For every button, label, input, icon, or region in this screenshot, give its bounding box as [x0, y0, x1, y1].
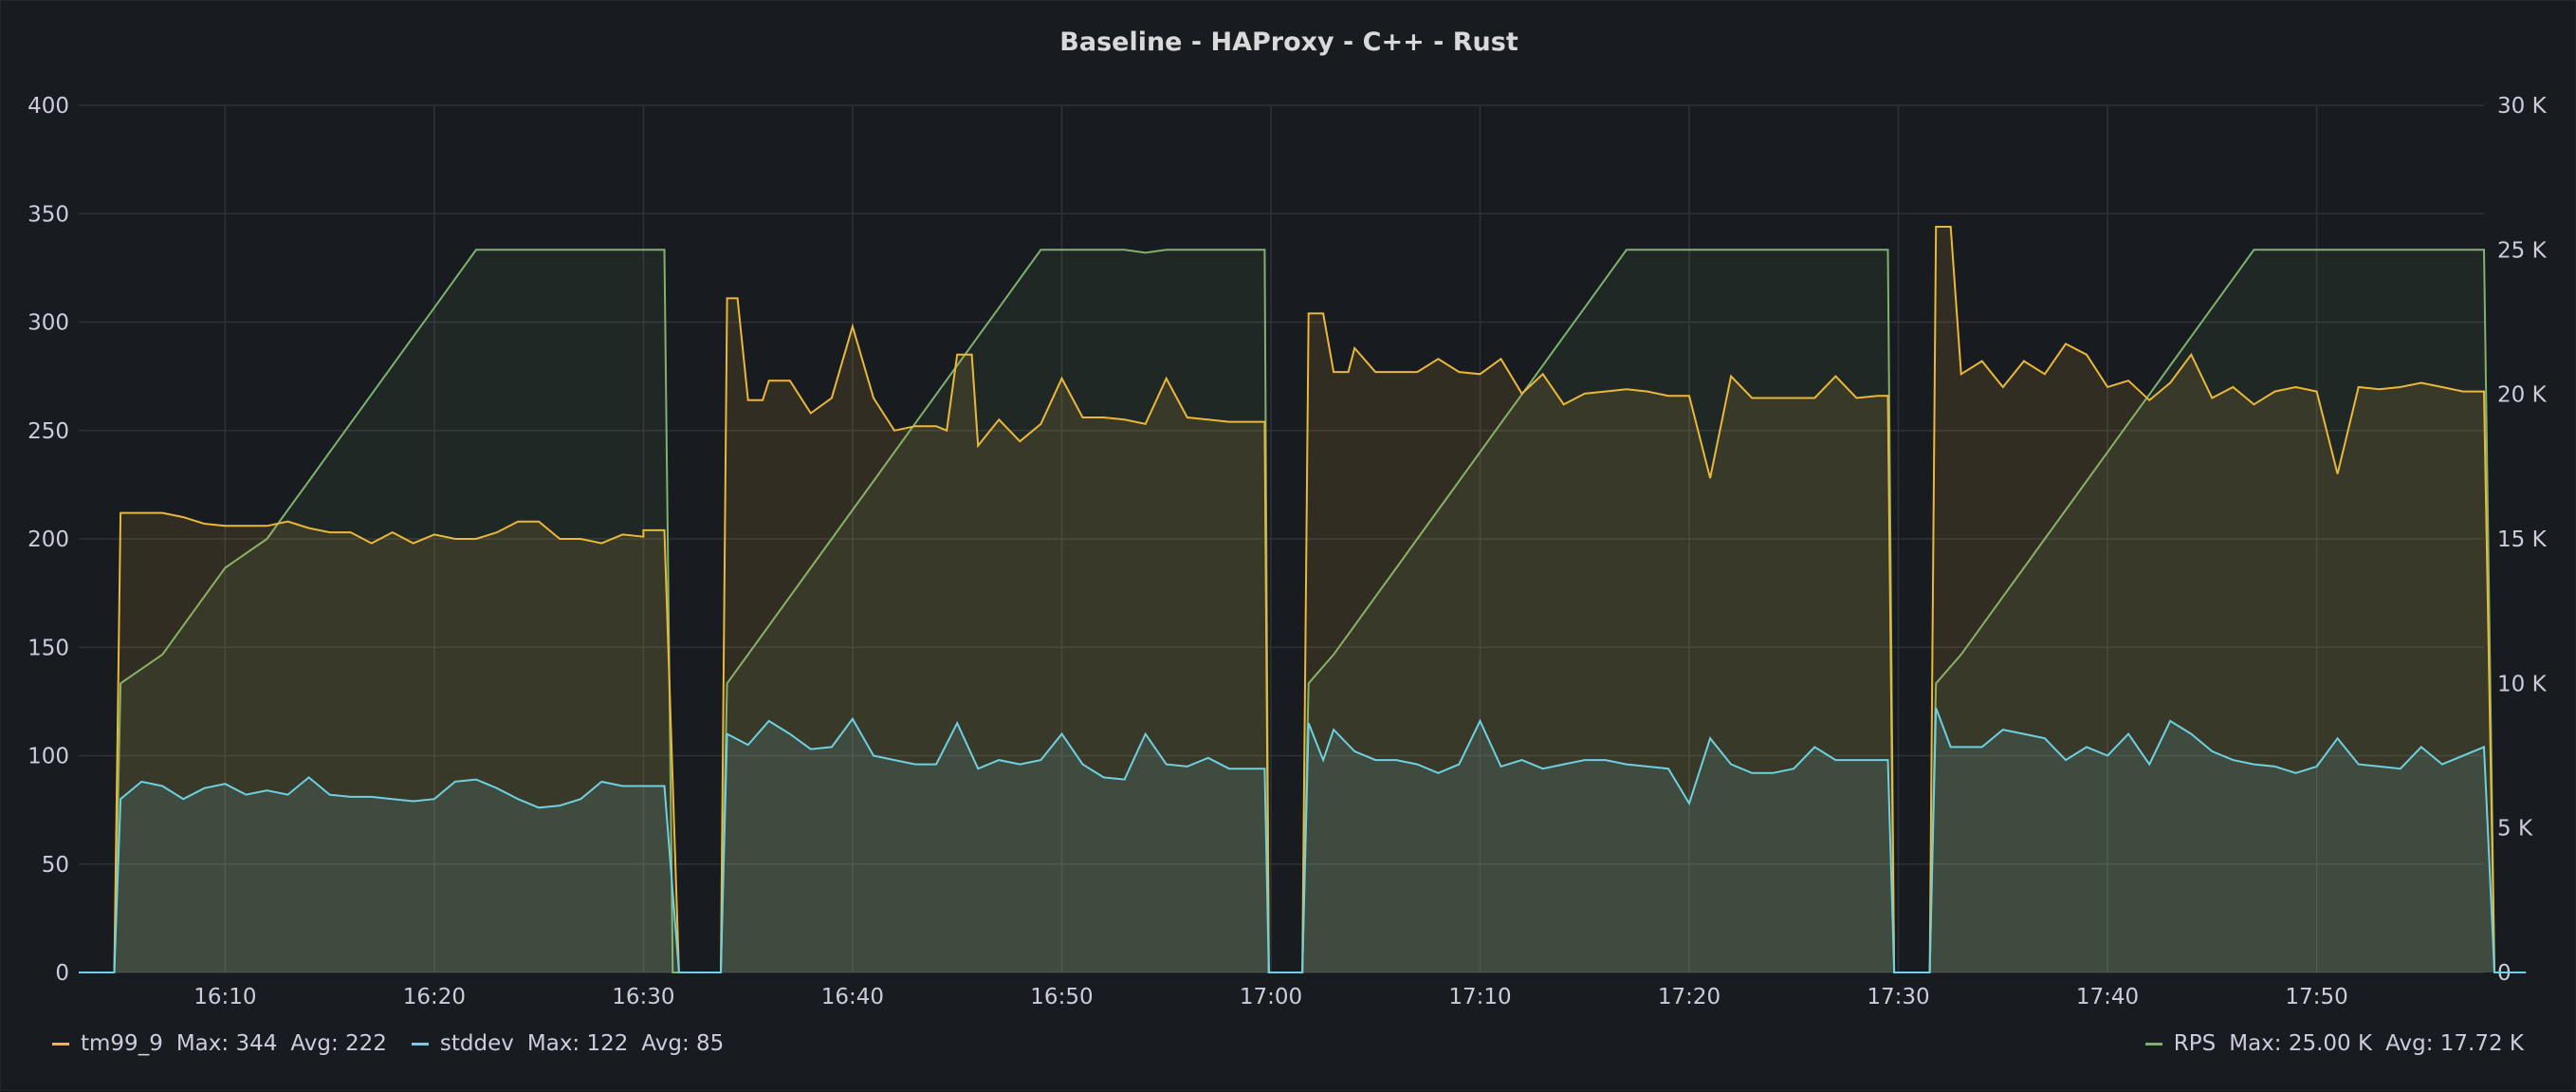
y-left-tick-label: 50	[42, 853, 69, 878]
y-left-tick-label: 150	[28, 636, 69, 660]
x-tick-label: 17:30	[1867, 985, 1929, 1009]
legend-item-rps[interactable]: RPS Max: 25.00 K Avg: 17.72 K	[2144, 1031, 2524, 1056]
series-area-rps	[79, 250, 2527, 972]
legend-avg: Avg: 85	[641, 1031, 725, 1056]
series-area-stddev	[79, 708, 2527, 972]
y-left-tick-label: 300	[28, 311, 69, 336]
y-left-tick-label: 0	[55, 961, 69, 986]
legend-series-name: tm99_9	[81, 1031, 163, 1056]
legend-item-stddev[interactable]: stddev Max: 122 Avg: 85	[411, 1031, 725, 1056]
x-tick-label: 17:00	[1240, 985, 1302, 1009]
legend-left: tm99_9 Max: 344 Avg: 222 stddev Max: 122 Avg:…	[52, 1031, 748, 1056]
legend-avg: Avg: 17.72 K	[2385, 1031, 2524, 1056]
x-tick-label: 16:50	[1030, 985, 1093, 1009]
legend-avg: Avg: 222	[290, 1031, 387, 1056]
y-left-tick-label: 250	[28, 419, 69, 444]
x-tick-label: 17:10	[1448, 985, 1511, 1009]
y-left-tick-label: 100	[28, 745, 69, 769]
legend-swatch	[411, 1042, 429, 1046]
legend-item-tm99-9[interactable]: tm99_9 Max: 344 Avg: 222	[52, 1031, 387, 1056]
x-tick-label: 16:30	[612, 985, 674, 1009]
y-left-tick-label: 400	[28, 94, 69, 119]
panel-title: Baseline - HAProxy - C++ - Rust	[1059, 28, 1518, 57]
y-right-tick-label: 25 K	[2497, 238, 2548, 263]
x-tick-label: 17:50	[2285, 985, 2347, 1009]
x-tick-label: 17:40	[2076, 985, 2139, 1009]
y-right-tick-label: 15 K	[2497, 527, 2548, 552]
legend-max: Max: 122	[526, 1031, 629, 1056]
x-tick-label: 16:40	[821, 985, 884, 1009]
y-right-tick-label: 10 K	[2497, 672, 2548, 696]
series-line-stddev	[79, 707, 2527, 973]
x-tick-label: 16:20	[403, 985, 466, 1009]
legend-series-name: stddev	[439, 1031, 514, 1056]
x-tick-label: 17:20	[1658, 985, 1720, 1009]
legend-max: Max: 25.00 K	[2229, 1031, 2373, 1056]
y-left-tick-label: 200	[28, 527, 69, 552]
y-right-tick-label: 5 K	[2497, 817, 2533, 842]
y-right-tick-label: 20 K	[2497, 383, 2548, 408]
legend-right: RPS Max: 25.00 K Avg: 17.72 K	[2144, 1031, 2548, 1056]
legend-swatch	[52, 1042, 69, 1046]
legend-max: Max: 344	[175, 1031, 278, 1056]
series-area-tm99-9	[79, 227, 2527, 972]
legend-series-name: RPS	[2173, 1031, 2217, 1056]
y-left-tick-label: 350	[28, 202, 69, 227]
y-right-tick-label: 30 K	[2497, 94, 2548, 119]
series-line-tm99-9	[79, 226, 2527, 973]
x-tick-label: 16:10	[193, 985, 256, 1009]
legend-swatch	[2144, 1042, 2162, 1046]
